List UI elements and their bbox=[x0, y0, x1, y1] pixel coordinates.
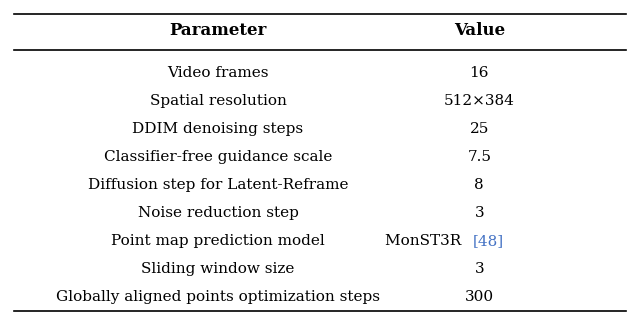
Text: Value: Value bbox=[454, 22, 505, 39]
Text: 300: 300 bbox=[465, 290, 494, 304]
Text: 512×384: 512×384 bbox=[444, 94, 515, 108]
Text: 8: 8 bbox=[474, 178, 484, 192]
Text: Noise reduction step: Noise reduction step bbox=[138, 206, 298, 220]
Text: Diffusion step for Latent-Reframe: Diffusion step for Latent-Reframe bbox=[88, 178, 348, 192]
Text: DDIM denoising steps: DDIM denoising steps bbox=[132, 122, 303, 136]
Text: Point map prediction model: Point map prediction model bbox=[111, 234, 325, 248]
Text: 3: 3 bbox=[474, 206, 484, 220]
Text: 7.5: 7.5 bbox=[467, 150, 492, 164]
Text: MonST3R: MonST3R bbox=[385, 234, 467, 248]
Text: Parameter: Parameter bbox=[170, 22, 267, 39]
Text: Sliding window size: Sliding window size bbox=[141, 262, 295, 276]
Text: Video frames: Video frames bbox=[167, 66, 269, 80]
Text: 16: 16 bbox=[470, 66, 489, 80]
Text: Classifier-free guidance scale: Classifier-free guidance scale bbox=[104, 150, 332, 164]
Text: Globally aligned points optimization steps: Globally aligned points optimization ste… bbox=[56, 290, 380, 304]
Text: Spatial resolution: Spatial resolution bbox=[150, 94, 287, 108]
Text: [48]: [48] bbox=[473, 234, 504, 248]
Text: 3: 3 bbox=[474, 262, 484, 276]
Text: 25: 25 bbox=[470, 122, 489, 136]
